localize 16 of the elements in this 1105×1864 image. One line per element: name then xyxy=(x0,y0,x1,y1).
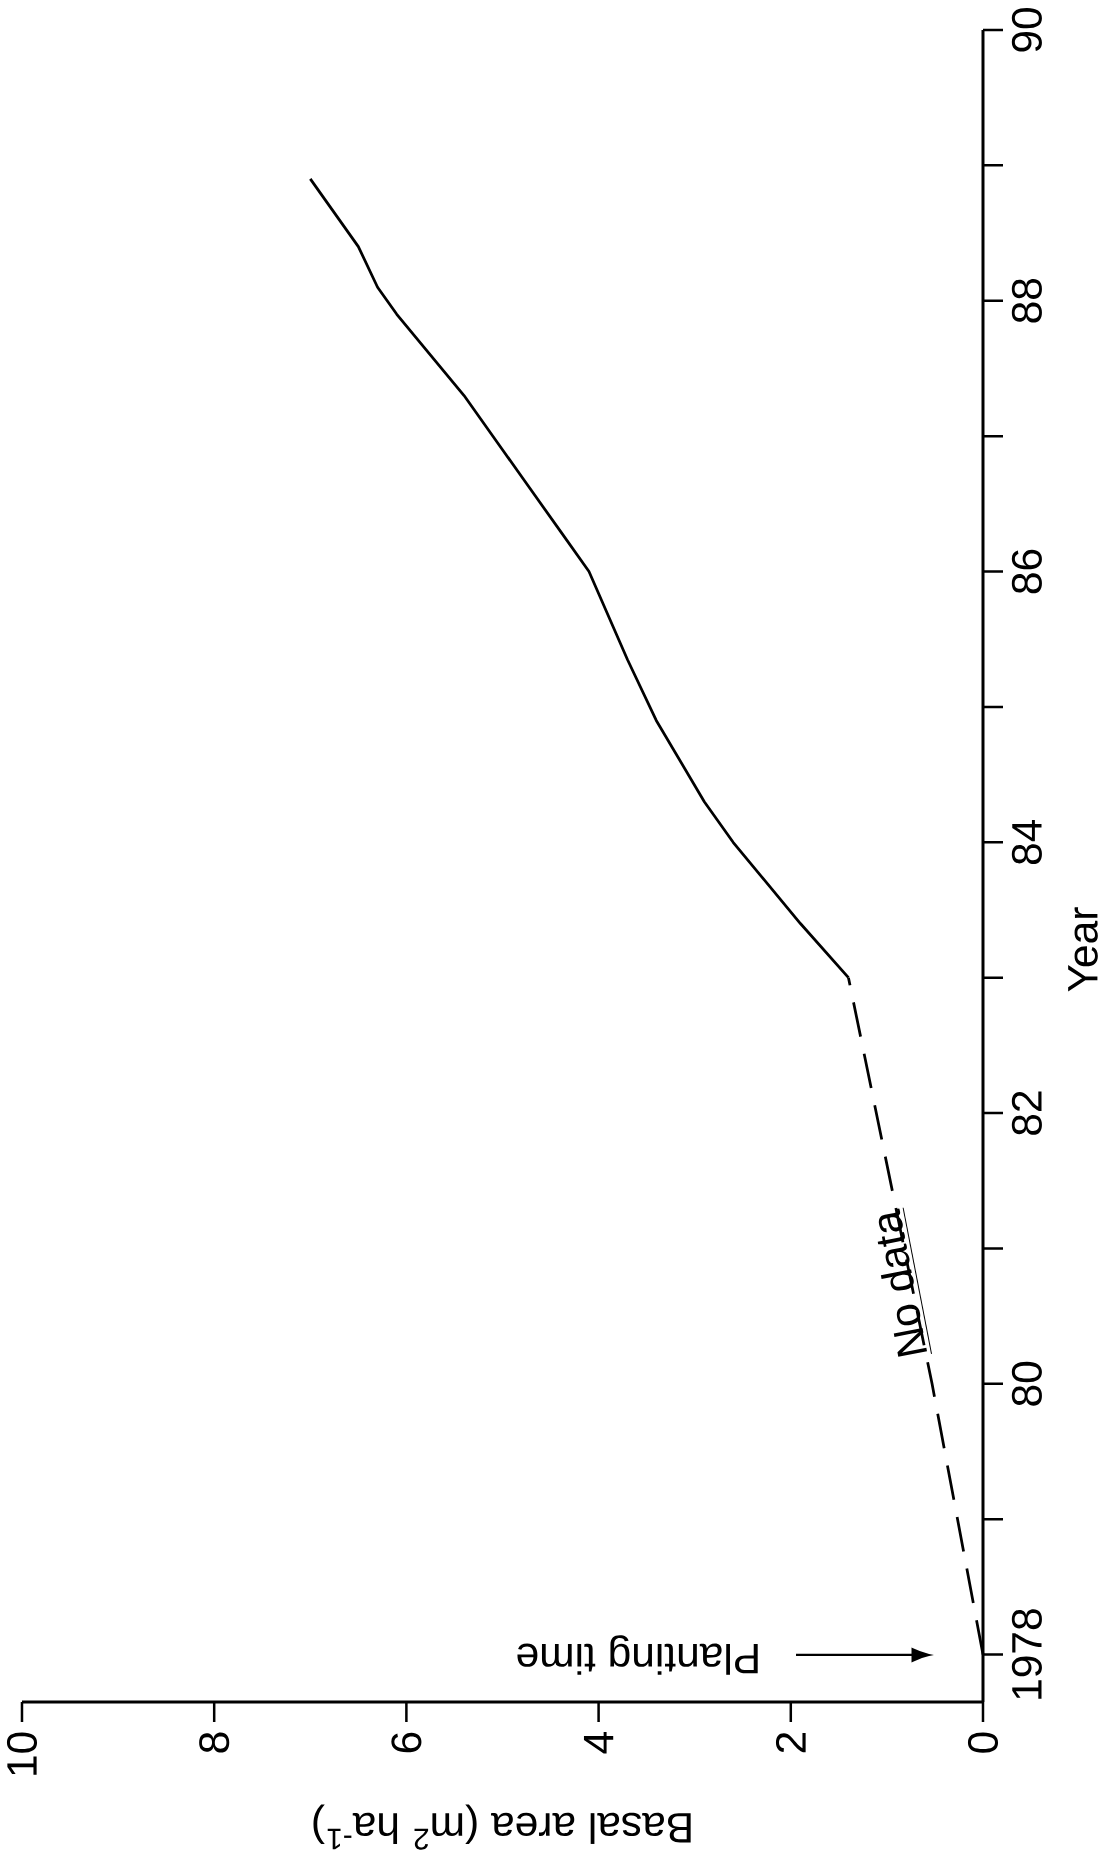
x-tick-label: 0 xyxy=(967,1732,999,1753)
x-tick-label: 6 xyxy=(391,1732,422,1753)
y-tick-label: 88 xyxy=(1011,278,1042,323)
x-axis-title: Basal area (m$^{2}$ ha$^{-1}$) xyxy=(313,1804,691,1850)
annotation: Planting time xyxy=(517,1635,758,1675)
y-tick-label: 84 xyxy=(1011,819,1042,865)
y-tick-label: 82 xyxy=(1011,1091,1042,1135)
y-tick-label: 80 xyxy=(1011,1361,1042,1406)
y-tick-label: 86 xyxy=(1011,549,1042,594)
x-tick-label: 10 xyxy=(6,1732,38,1775)
y-tick-label: 90 xyxy=(1011,7,1042,52)
y-axis-title: Year xyxy=(1068,907,1098,992)
x-tick-label: 4 xyxy=(583,1732,614,1754)
y-tick-label: 1978 xyxy=(1011,1609,1042,1699)
x-tick-label: 2 xyxy=(775,1732,806,1753)
x-tick-label: 8 xyxy=(199,1732,230,1753)
